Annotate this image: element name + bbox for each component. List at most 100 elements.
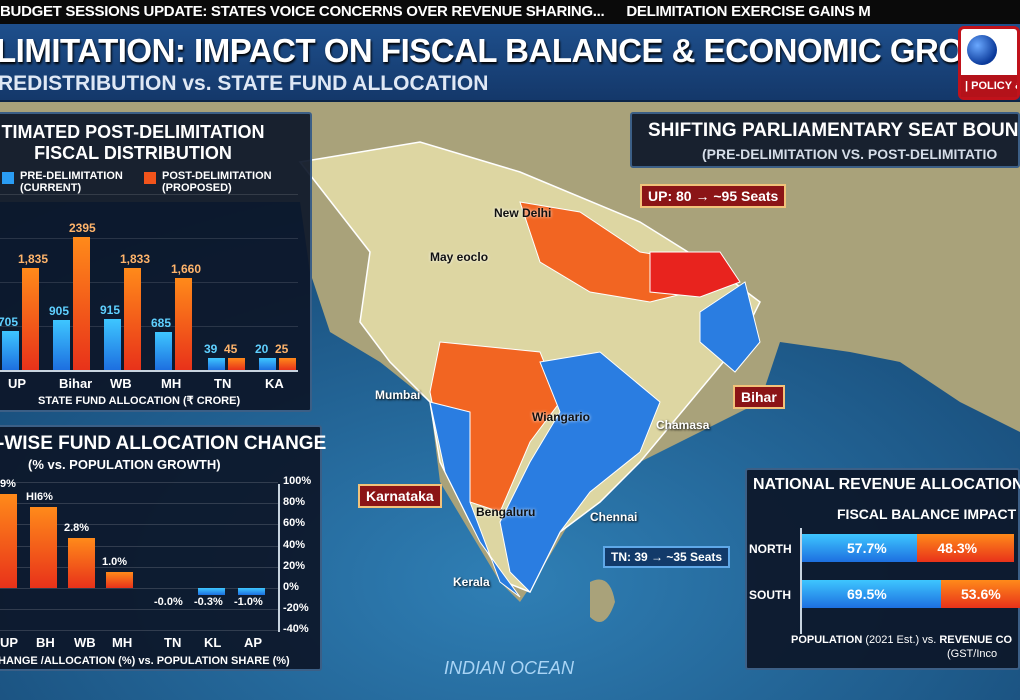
data-label: 9% bbox=[0, 477, 16, 490]
callout-up: UP: 80 → ~95 Seats bbox=[640, 184, 787, 208]
bar-wb bbox=[68, 538, 95, 588]
seat-title-box: SHIFTING PARLIAMENTARY SEAT BOUN (PRE-DE… bbox=[630, 112, 1020, 168]
label-indian-ocean: INDIAN OCEAN bbox=[444, 658, 575, 678]
row-label: SOUTH bbox=[749, 588, 791, 602]
y-tick-label: 60% bbox=[283, 517, 306, 530]
xlabel-mid: (2021 Est.) vs. bbox=[865, 634, 937, 646]
x-tick-label: Bihar bbox=[59, 376, 93, 391]
ticker-item: DELIMITATION EXERCISE GAINS M bbox=[626, 3, 871, 20]
label-may-eoclo: May eoclo bbox=[430, 250, 489, 264]
gridline bbox=[0, 609, 278, 611]
data-label: 915 bbox=[100, 303, 121, 318]
x-tick-label: MH bbox=[161, 376, 182, 391]
bar-mh-pre bbox=[155, 331, 172, 370]
label-chamasa: Chamasa bbox=[656, 418, 710, 432]
label-new-delhi: New Delhi bbox=[494, 206, 552, 220]
data-label: 685 bbox=[151, 315, 172, 330]
label-chennai: Chennai bbox=[590, 510, 638, 524]
bar-north-population bbox=[802, 534, 918, 562]
bar-mh bbox=[106, 572, 133, 588]
bar-bihar-pre bbox=[53, 319, 70, 370]
map-title: SHIFTING PARLIAMENTARY SEAT BOUN bbox=[648, 120, 1019, 141]
page-subtitle: REDISTRIBUTION vs. STATE FUND ALLOCATION bbox=[0, 72, 489, 95]
chart-title: TIMATED POST-DELIMITATION FISCAL DISTRIB… bbox=[1, 122, 265, 163]
legend-swatch-pre bbox=[2, 172, 14, 184]
channel-logo: | POLICY & bbox=[958, 26, 1020, 100]
data-label: 25 bbox=[275, 342, 289, 356]
gridline bbox=[0, 524, 278, 526]
gridline bbox=[0, 482, 278, 483]
chart-subtitle: (% vs. POPULATION GROWTH) bbox=[28, 457, 221, 472]
data-label: 1.0% bbox=[102, 556, 128, 569]
revenue-allocation-chart: NATIONAL REVENUE ALLOCATION I FISCAL BAL… bbox=[745, 468, 1020, 670]
data-label: 69.5% bbox=[847, 586, 887, 602]
data-label: 53.6% bbox=[961, 586, 1001, 602]
y-tick-label: 40% bbox=[283, 538, 306, 551]
bar-south-population bbox=[802, 580, 941, 608]
gridline bbox=[0, 194, 298, 195]
data-label: 1,835 bbox=[18, 252, 49, 267]
bar-kl bbox=[198, 588, 225, 596]
label-mumbai: Mumbai bbox=[375, 388, 421, 402]
x-axis-label: HANGE /ALLOCATION (%) vs. POPULATION SHA… bbox=[0, 655, 290, 667]
bar-ka-post bbox=[279, 358, 296, 370]
xlabel-note: (GST/Inco bbox=[947, 648, 998, 660]
y-tick-label: -20% bbox=[283, 602, 309, 615]
x-axis bbox=[0, 370, 298, 372]
bar-up-post bbox=[22, 268, 39, 370]
page-title: LIMITATION: IMPACT ON FISCAL BALANCE & E… bbox=[0, 32, 1020, 69]
y-tick-label: 0% bbox=[283, 581, 299, 593]
callout-tn: TN: 39 → ~35 Seats bbox=[603, 546, 731, 568]
chart-subtitle: FISCAL BALANCE IMPACT bbox=[837, 506, 1017, 522]
x-tick-label: UP bbox=[8, 376, 27, 391]
allocation-change-chart: -WISE FUND ALLOCATION CHANGE (% vs. POPU… bbox=[0, 425, 326, 671]
gridline bbox=[0, 503, 278, 505]
data-label: 48.3% bbox=[937, 540, 978, 556]
x-axis-label: STATE FUND ALLOCATION (₹ CRORE) bbox=[38, 395, 241, 407]
data-label: 39 bbox=[204, 342, 218, 356]
bar-mh-post bbox=[175, 277, 192, 370]
data-label: -1.0% bbox=[234, 596, 263, 608]
data-label: 905 bbox=[49, 303, 70, 318]
callout-bihar: Bihar bbox=[733, 385, 785, 409]
data-label: HI6% bbox=[26, 491, 53, 504]
gridline bbox=[0, 326, 298, 327]
x-tick-label: TN bbox=[214, 376, 232, 391]
gridline bbox=[0, 282, 298, 283]
x-tick-label: BH bbox=[36, 635, 55, 650]
ticker-item: BUDGET SESSIONS UPDATE: STATES VOICE CON… bbox=[0, 3, 605, 20]
data-label: 2395 bbox=[69, 221, 96, 235]
y-axis bbox=[800, 528, 802, 634]
legend-pre: PRE-DELIMITATION (CURRENT) bbox=[20, 170, 123, 194]
bar-ka-pre bbox=[259, 358, 276, 370]
label-wiangario: Wiangario bbox=[532, 410, 590, 424]
bar-north-revenue bbox=[917, 534, 1014, 562]
x-tick-label: WB bbox=[74, 635, 96, 650]
y-tick-label: -40% bbox=[283, 623, 309, 636]
gridline bbox=[0, 238, 298, 239]
x-tick-label: KL bbox=[204, 635, 222, 650]
xlabel-revenue: REVENUE CO bbox=[939, 634, 1013, 646]
data-label: 1,660 bbox=[171, 261, 202, 276]
data-label: 45 bbox=[224, 342, 238, 356]
x-tick-label: MH bbox=[112, 635, 133, 650]
data-label: 705 bbox=[0, 314, 19, 329]
x-tick-label: UP bbox=[0, 635, 19, 650]
logo-tag: | POLICY & bbox=[961, 75, 1017, 97]
label-kerala: Kerala bbox=[453, 575, 490, 589]
bar-bh bbox=[30, 507, 57, 588]
bar-bihar-post bbox=[73, 237, 90, 370]
news-ticker: BUDGET SESSIONS UPDATE: STATES VOICE CON… bbox=[0, 0, 1020, 24]
bar-ap bbox=[238, 588, 265, 596]
gridline bbox=[0, 630, 278, 632]
bar-up-pre bbox=[2, 330, 19, 370]
bar-tn-post bbox=[228, 358, 245, 370]
x-tick-label: AP bbox=[244, 635, 263, 650]
gridline bbox=[0, 545, 278, 547]
xlabel-population: POPULATION bbox=[791, 634, 863, 646]
gridline bbox=[0, 566, 278, 568]
fiscal-distribution-chart: TIMATED POST-DELIMITATION FISCAL DISTRIB… bbox=[0, 112, 312, 412]
legend-post: POST-DELIMITATION (PROPOSED) bbox=[162, 170, 272, 194]
chart-title: NATIONAL REVENUE ALLOCATION I bbox=[753, 476, 1020, 493]
chart-title: -WISE FUND ALLOCATION CHANGE bbox=[0, 433, 327, 454]
